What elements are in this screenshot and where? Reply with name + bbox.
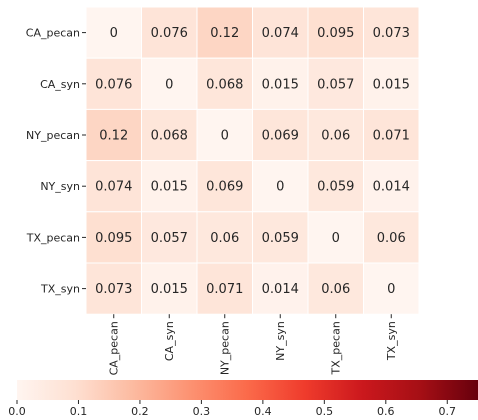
heatmap-cell (85, 262, 142, 315)
heatmap-cell (196, 160, 253, 213)
heatmap-cell (307, 108, 364, 162)
cell-value-label: 0.057 (317, 77, 354, 92)
heatmap-cell (363, 108, 420, 162)
cell-value-label: 0 (276, 180, 284, 195)
x-tick-label: NY_pecan (219, 321, 232, 375)
cell-value-label: 0.015 (151, 180, 188, 195)
heatmap-cell (363, 6, 420, 59)
cell-value-label: 0.06 (377, 231, 406, 246)
heatmap-cell (85, 6, 142, 59)
heatmap-cell (252, 211, 309, 264)
heatmap-cell (363, 262, 420, 315)
cell-value-label: 0.06 (321, 129, 350, 144)
colorbar-tick-label: 0.7 (439, 405, 457, 418)
cell-value-label: 0.015 (262, 77, 299, 92)
cell-value-label: 0.073 (373, 26, 410, 41)
x-tick-label: NY_syn (274, 321, 287, 361)
colorbar-tick-label: 0.4 (254, 405, 272, 418)
cell-value-label: 0.014 (373, 180, 410, 195)
x-tick-label: TX_syn (385, 321, 398, 361)
cell-value-label: 0.059 (262, 231, 299, 246)
heatmap-cell (85, 211, 142, 264)
heatmap-cell (307, 160, 364, 213)
colorbar-tick-label: 0.5 (316, 405, 334, 418)
cell-value-label: 0.076 (95, 77, 132, 92)
cell-value-label: 0.071 (206, 282, 243, 297)
cell-value-label: 0.06 (210, 231, 239, 246)
cell-value-label: 0.057 (151, 231, 188, 246)
cell-value-label: 0.015 (151, 282, 188, 297)
colorbar-tick-label: 0.0 (8, 405, 26, 418)
heatmap-cell (252, 108, 309, 162)
heatmap-cell (196, 6, 253, 59)
heatmap-cells (85, 6, 420, 315)
heatmap-cell (141, 6, 198, 59)
x-tick-label: TX_pecan (330, 321, 343, 375)
y-tick-label: NY_syn (40, 180, 80, 193)
y-tick-label: CA_syn (40, 78, 80, 91)
colorbar: 0.0 0.1 0.2 0.3 0.4 0.5 0.6 0.7 (8, 380, 478, 418)
y-tick-label: TX_syn (40, 283, 80, 296)
cell-value-label: 0.06 (321, 282, 350, 297)
cell-value-label: 0.076 (151, 26, 188, 41)
cell-value-label: 0 (332, 231, 340, 246)
cell-value-label: 0.12 (99, 129, 128, 144)
x-tick-label: CA_syn (163, 321, 176, 361)
x-axis: CA_pecan CA_syn NY_pecan NY_syn TX_pecan TX_s… (108, 314, 398, 375)
heatmap-cell (196, 211, 253, 264)
heatmap-cell (85, 160, 142, 213)
cell-value-label: 0.071 (373, 129, 410, 144)
heatmap-cell (141, 108, 198, 162)
colorbar-tick-label: 0.3 (193, 405, 211, 418)
x-tick-label: CA_pecan (108, 321, 121, 375)
heatmap-cell (252, 160, 309, 213)
cell-value-label: 0 (110, 26, 118, 41)
cell-value-label: 0.095 (95, 231, 132, 246)
heatmap-cell (363, 211, 420, 264)
cell-value-label: 0.069 (262, 129, 299, 144)
colorbar-ticks: 0.0 0.1 0.2 0.3 0.4 0.5 0.6 0.7 (8, 400, 456, 418)
cell-value-label: 0 (387, 282, 395, 297)
cell-value-label: 0.015 (373, 77, 410, 92)
colorbar-tick-label: 0.2 (131, 405, 149, 418)
colorbar-tick-label: 0.1 (70, 405, 88, 418)
cell-value-label: 0.074 (95, 180, 132, 195)
cell-value-label: 0.068 (151, 129, 188, 144)
heatmap-cell (363, 57, 420, 110)
y-axis: CA_pecan CA_syn NY_pecan NY_syn TX_pecan TX_s… (26, 27, 86, 296)
cell-value-label: 0.068 (206, 77, 243, 92)
cell-value-label: 0 (221, 129, 229, 144)
heatmap-cell (252, 57, 309, 110)
heatmap-cell-labels: 0 0.076 0.12 0.074 0.095 0.073 0.076 0 0.068 0.01… (95, 26, 410, 297)
cell-value-label: 0.073 (95, 282, 132, 297)
cell-value-label: 0.069 (206, 180, 243, 195)
colorbar-gradient (17, 380, 478, 400)
heatmap-cell (307, 211, 364, 264)
cell-value-label: 0.095 (317, 26, 354, 41)
y-tick-label: TX_pecan (26, 231, 80, 244)
y-tick-label: NY_pecan (26, 129, 80, 142)
heatmap-cell (363, 160, 420, 213)
colorbar-tick-label: 0.6 (377, 405, 395, 418)
heatmap-cell (141, 57, 198, 110)
cell-value-label: 0.074 (262, 26, 299, 41)
cell-value-label: 0 (165, 77, 173, 92)
cell-value-label: 0.12 (210, 26, 239, 41)
heatmap-cell (141, 160, 198, 213)
y-tick-label: CA_pecan (26, 27, 80, 40)
cell-value-label: 0.014 (262, 282, 299, 297)
cell-value-label: 0.059 (317, 180, 354, 195)
